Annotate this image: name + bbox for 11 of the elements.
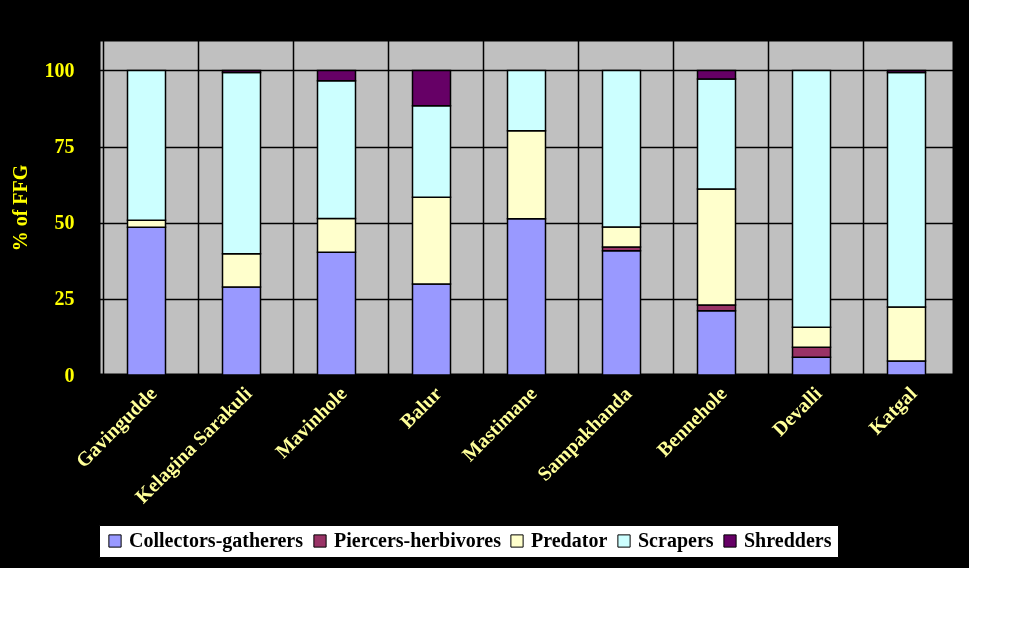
y-tick-label: 25 [54, 287, 75, 310]
y-axis-title: % of FFG [8, 164, 31, 252]
y-tick-label: 75 [54, 135, 75, 158]
y-tick-label: 0 [64, 363, 75, 386]
legend-label: Shredders [744, 529, 832, 551]
legend-label: Predator [531, 529, 608, 551]
y-tick-label: 100 [44, 58, 75, 81]
legend-label: Scrapers [638, 529, 714, 552]
y-tick-label: 50 [54, 211, 75, 234]
legend-label: Piercers-herbivores [334, 529, 502, 551]
legend-label: Collectors-gatherers [129, 529, 304, 552]
